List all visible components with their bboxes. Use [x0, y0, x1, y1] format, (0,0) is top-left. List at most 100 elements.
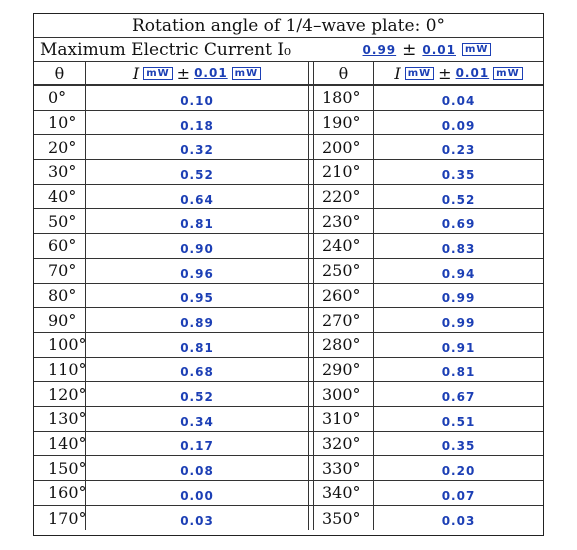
current-right: 0.69: [374, 209, 543, 233]
angle-right: 250°: [314, 259, 374, 283]
table-row: 100° 0.81 280° 0.91: [34, 333, 543, 358]
angle-left: 0°: [34, 86, 86, 110]
current-left: 0.17: [86, 432, 308, 456]
angle-right: 280°: [314, 333, 374, 357]
angle-left: 120°: [34, 382, 86, 406]
angle-right: 190°: [314, 111, 374, 135]
uncertainty-left: 0.01: [194, 66, 228, 80]
pm-right: ±: [438, 64, 451, 83]
max-current-number: 0.99: [363, 43, 397, 57]
angle-left: 20°: [34, 135, 86, 159]
current-left: 0.10: [86, 86, 308, 110]
uncertainty-right: 0.01: [456, 66, 490, 80]
angle-right: 330°: [314, 456, 374, 480]
max-current-uncertainty: 0.01: [422, 43, 456, 57]
unit-box-left-b: mW: [232, 67, 261, 80]
table-title: Rotation angle of 1/4–wave plate: 0°: [34, 14, 543, 38]
table-row: 140° 0.17 320° 0.35: [34, 432, 543, 457]
current-right: 0.35: [374, 160, 543, 184]
current-left: 0.81: [86, 209, 308, 233]
current-symbol-right: I: [394, 64, 400, 83]
current-left: 0.96: [86, 259, 308, 283]
current-left: 0.18: [86, 111, 308, 135]
current-header-left: I mW ± 0.01 mW: [86, 62, 308, 84]
table-row: 60° 0.90 240° 0.83: [34, 234, 543, 259]
angle-right: 180°: [314, 86, 374, 110]
max-current-label: Maximum Electric Current I₀: [34, 40, 311, 60]
current-left: 0.52: [86, 382, 308, 406]
angle-right: 300°: [314, 382, 374, 406]
unit-box-right-a: mW: [405, 67, 434, 80]
current-right: 0.09: [374, 111, 543, 135]
current-header-right: I mW ± 0.01 mW: [374, 62, 543, 84]
table-row: 130° 0.34 310° 0.51: [34, 407, 543, 432]
table-row: 150° 0.08 330° 0.20: [34, 456, 543, 481]
angle-right: 350°: [314, 506, 374, 531]
current-right: 0.83: [374, 234, 543, 258]
current-left: 0.32: [86, 135, 308, 159]
current-right: 0.91: [374, 333, 543, 357]
max-current-value: 0.99 ± 0.01 mW: [311, 40, 543, 60]
angle-left: 70°: [34, 259, 86, 283]
current-right: 0.67: [374, 382, 543, 406]
current-symbol-left: I: [133, 64, 139, 83]
table-row: 70° 0.96 250° 0.94: [34, 259, 543, 284]
angle-left: 50°: [34, 209, 86, 233]
angle-left: 110°: [34, 358, 86, 382]
angle-left: 60°: [34, 234, 86, 258]
current-right: 0.52: [374, 185, 543, 209]
theta-header-right: θ: [314, 62, 374, 84]
angle-right: 220°: [314, 185, 374, 209]
table-body: 0° 0.10 180° 0.04 10° 0.18 190° 0.09 20° 0.32 200°…: [34, 86, 543, 530]
max-current-unit: mW: [462, 43, 491, 56]
table-title-text: Rotation angle of 1/4–wave plate: 0°: [132, 16, 445, 36]
table-row: 10° 0.18 190° 0.09: [34, 111, 543, 136]
current-left: 0.95: [86, 284, 308, 308]
angle-right: 230°: [314, 209, 374, 233]
angle-left: 80°: [34, 284, 86, 308]
current-right: 0.23: [374, 135, 543, 159]
table-row: 110° 0.68 290° 0.81: [34, 358, 543, 383]
current-right: 0.51: [374, 407, 543, 431]
unit-box-left-a: mW: [143, 67, 172, 80]
angle-left: 100°: [34, 333, 86, 357]
table-row: 50° 0.81 230° 0.69: [34, 209, 543, 234]
current-left: 0.00: [86, 481, 308, 505]
angle-left: 30°: [34, 160, 86, 184]
angle-right: 200°: [314, 135, 374, 159]
current-right: 0.94: [374, 259, 543, 283]
current-left: 0.52: [86, 160, 308, 184]
theta-header-left: θ: [34, 62, 86, 84]
measurement-table: Rotation angle of 1/4–wave plate: 0° Max…: [33, 13, 544, 536]
current-right: 0.07: [374, 481, 543, 505]
current-right: 0.99: [374, 308, 543, 332]
angle-right: 210°: [314, 160, 374, 184]
table-row: 80° 0.95 260° 0.99: [34, 284, 543, 309]
current-right: 0.03: [374, 506, 543, 531]
table-row: 90° 0.89 270° 0.99: [34, 308, 543, 333]
table-row: 170° 0.03 350° 0.03: [34, 506, 543, 531]
angle-left: 170°: [34, 506, 86, 531]
current-left: 0.90: [86, 234, 308, 258]
current-right: 0.99: [374, 284, 543, 308]
angle-left: 130°: [34, 407, 86, 431]
current-left: 0.64: [86, 185, 308, 209]
current-right: 0.81: [374, 358, 543, 382]
angle-right: 310°: [314, 407, 374, 431]
angle-left: 140°: [34, 432, 86, 456]
angle-left: 10°: [34, 111, 86, 135]
angle-left: 150°: [34, 456, 86, 480]
current-right: 0.35: [374, 432, 543, 456]
table-row: 30° 0.52 210° 0.35: [34, 160, 543, 185]
max-current-row: Maximum Electric Current I₀ 0.99 ± 0.01 …: [34, 38, 543, 62]
current-left: 0.89: [86, 308, 308, 332]
column-header-row: θ I mW ± 0.01 mW θ I mW ± 0.01 mW: [34, 62, 543, 86]
current-left: 0.68: [86, 358, 308, 382]
table-row: 40° 0.64 220° 0.52: [34, 185, 543, 210]
angle-right: 290°: [314, 358, 374, 382]
table-row: 120° 0.52 300° 0.67: [34, 382, 543, 407]
angle-left: 40°: [34, 185, 86, 209]
current-right: 0.04: [374, 86, 543, 110]
pm-left: ±: [177, 64, 190, 83]
current-left: 0.03: [86, 506, 308, 531]
